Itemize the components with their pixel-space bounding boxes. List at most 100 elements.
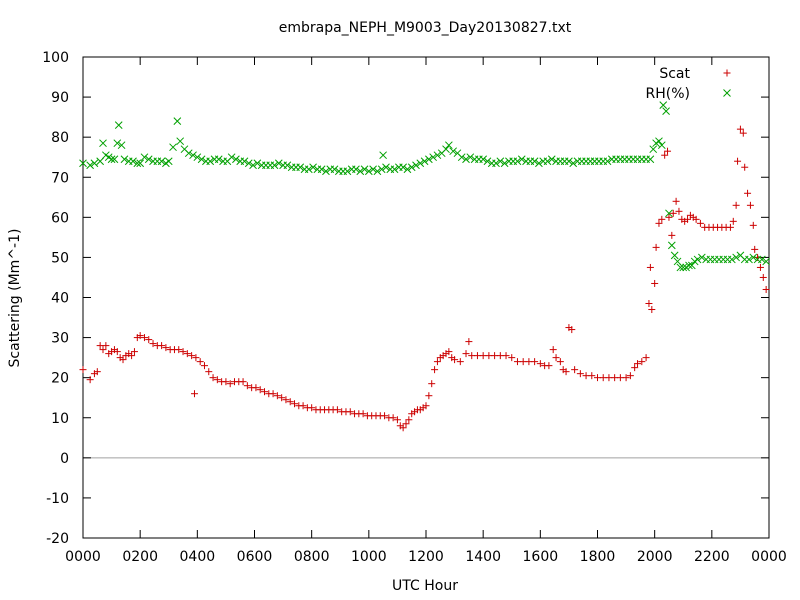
scat-point <box>79 366 87 374</box>
rh-point <box>270 161 279 170</box>
scat-point <box>556 358 564 366</box>
rh-point <box>129 157 137 166</box>
scat-point <box>502 352 510 360</box>
rh-point <box>727 255 736 264</box>
scat-point <box>668 231 676 239</box>
scat-point <box>422 402 430 410</box>
y-tick-label: 80 <box>51 130 69 146</box>
rh-point <box>758 255 766 264</box>
rh-point <box>232 155 240 164</box>
scat-point <box>631 364 639 372</box>
rh-point <box>673 257 682 266</box>
scat-point <box>200 362 208 370</box>
rh-point <box>206 157 215 166</box>
scat-point <box>545 362 553 370</box>
x-tick-label: 0400 <box>180 549 216 565</box>
scat-point <box>741 163 749 171</box>
rh-point <box>193 153 202 162</box>
rh-point <box>569 159 578 168</box>
rh-point <box>565 157 573 166</box>
x-tick-label: 1200 <box>408 549 444 565</box>
scat-point <box>405 416 413 424</box>
rh-point <box>114 121 123 129</box>
rh-point <box>433 151 442 160</box>
y-tick-label: 50 <box>51 250 69 266</box>
scat-point <box>261 388 269 396</box>
scat-point <box>744 189 752 197</box>
rh-point <box>745 255 753 264</box>
rh-point <box>133 159 142 168</box>
legend-label-scat: Scat <box>659 66 690 82</box>
scat-point <box>634 360 642 368</box>
rh-point <box>457 153 466 162</box>
rh-point <box>679 263 688 272</box>
x-tick-label: 0600 <box>237 549 273 565</box>
rh-point <box>662 107 670 115</box>
scat-point <box>664 147 672 155</box>
scat-point <box>462 350 470 358</box>
x-tick-label: 1000 <box>351 549 387 565</box>
rh-point <box>90 159 99 168</box>
rh-point <box>157 157 166 166</box>
rh-point <box>403 165 412 174</box>
scat-point <box>571 366 579 374</box>
scat-point <box>669 209 677 217</box>
scat-point <box>665 213 673 221</box>
scat-point <box>209 374 217 382</box>
rh-point <box>113 139 122 148</box>
scat-point <box>425 392 433 400</box>
y-tick-label: 60 <box>51 210 69 226</box>
rh-point <box>330 165 339 174</box>
scat-point <box>381 412 389 420</box>
scat-point <box>183 350 191 358</box>
rh-point <box>296 163 305 172</box>
scat-point <box>638 358 646 366</box>
rh-point <box>164 157 173 166</box>
rh-point <box>659 101 668 109</box>
rh-point <box>360 165 369 174</box>
rh-point <box>107 155 116 164</box>
x-tick-label: 1400 <box>465 549 501 565</box>
rh-point <box>283 161 292 170</box>
x-tick-label: 2000 <box>637 549 673 565</box>
x-tick-label: 0800 <box>294 549 330 565</box>
scat-point <box>196 358 204 366</box>
rh-point <box>412 161 420 170</box>
y-tick-label: 40 <box>51 291 69 307</box>
scat-point <box>651 279 659 287</box>
rh-point <box>665 209 673 218</box>
y-tick-label: 90 <box>51 90 69 106</box>
scat-point <box>99 346 107 354</box>
rh-point <box>86 161 94 170</box>
scat-point <box>205 368 213 376</box>
rh-point <box>603 157 612 166</box>
rh-point <box>240 157 249 166</box>
rh-point <box>382 163 390 172</box>
rh-point <box>140 153 149 162</box>
rh-point <box>535 159 543 168</box>
scat-point <box>291 400 299 408</box>
axes-and-ticks: -20 -10 0 10 20 30 40 50 60 70 80 90 100 0000 0200 0400… <box>42 50 787 565</box>
rh-point <box>496 157 505 166</box>
rh-point <box>513 157 522 166</box>
rh-point <box>169 143 177 152</box>
legend-marker-scat <box>723 69 731 77</box>
rh-point <box>253 159 262 168</box>
rh-point <box>274 159 283 168</box>
scat-point <box>299 402 307 410</box>
scat-point <box>661 151 669 159</box>
scat-point <box>456 358 464 366</box>
scat-point <box>552 354 560 362</box>
scat-point <box>675 207 683 215</box>
rh-point <box>309 163 317 172</box>
scat-point <box>655 219 663 227</box>
rh-point <box>646 155 655 164</box>
rh-point <box>687 261 696 270</box>
scat-point <box>282 396 290 404</box>
rh-point <box>530 157 539 166</box>
rh-point <box>676 263 685 272</box>
scat-point <box>736 125 744 133</box>
scat-point <box>431 366 439 374</box>
scat-point <box>645 300 653 308</box>
